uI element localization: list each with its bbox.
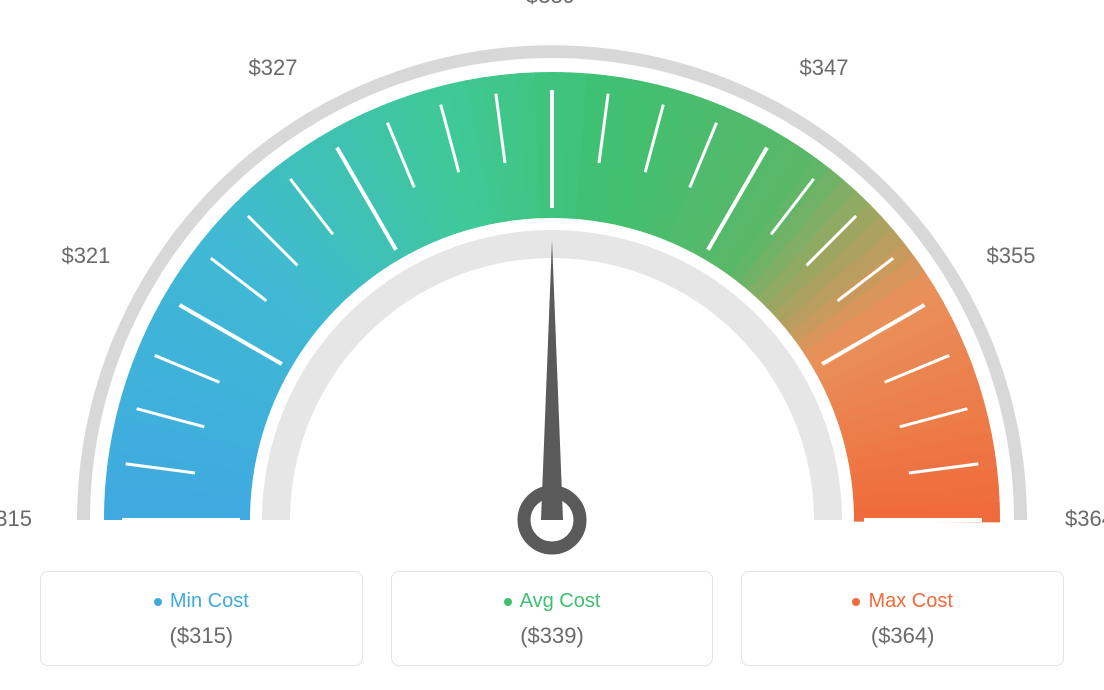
legend-card-avg: Avg Cost ($339) [391, 571, 714, 666]
legend-row: Min Cost ($315) Avg Cost ($339) Max Cost… [40, 571, 1064, 666]
gauge-tick-label: $355 [987, 243, 1036, 269]
gauge-tick-label: $347 [800, 55, 849, 81]
gauge-tick-label: $321 [61, 243, 110, 269]
legend-card-max: Max Cost ($364) [741, 571, 1064, 666]
legend-value-avg: ($339) [392, 623, 713, 649]
legend-value-min: ($315) [41, 623, 362, 649]
gauge-svg [0, 0, 1104, 560]
legend-title-avg: Avg Cost [504, 590, 601, 613]
legend-label-max: Max Cost [868, 590, 952, 613]
gauge-area: $315 $321 $327 $339 $347 $355 $364 [0, 0, 1104, 560]
legend-dot-avg [504, 598, 512, 606]
chart-container: $315 $321 $327 $339 $347 $355 $364 Min Cost ($… [0, 0, 1104, 690]
legend-label-avg: Avg Cost [520, 590, 601, 613]
legend-value-max: ($364) [742, 623, 1063, 649]
legend-title-max: Max Cost [852, 590, 952, 613]
legend-dot-max [852, 598, 860, 606]
legend-title-min: Min Cost [154, 590, 249, 613]
gauge-tick-label: $315 [0, 506, 32, 532]
gauge-tick-label: $364 [1065, 506, 1104, 532]
gauge-tick-label: $327 [249, 55, 298, 81]
gauge-tick-label: $339 [526, 0, 575, 9]
legend-dot-min [154, 598, 162, 606]
legend-label-min: Min Cost [170, 590, 249, 613]
legend-card-min: Min Cost ($315) [40, 571, 363, 666]
